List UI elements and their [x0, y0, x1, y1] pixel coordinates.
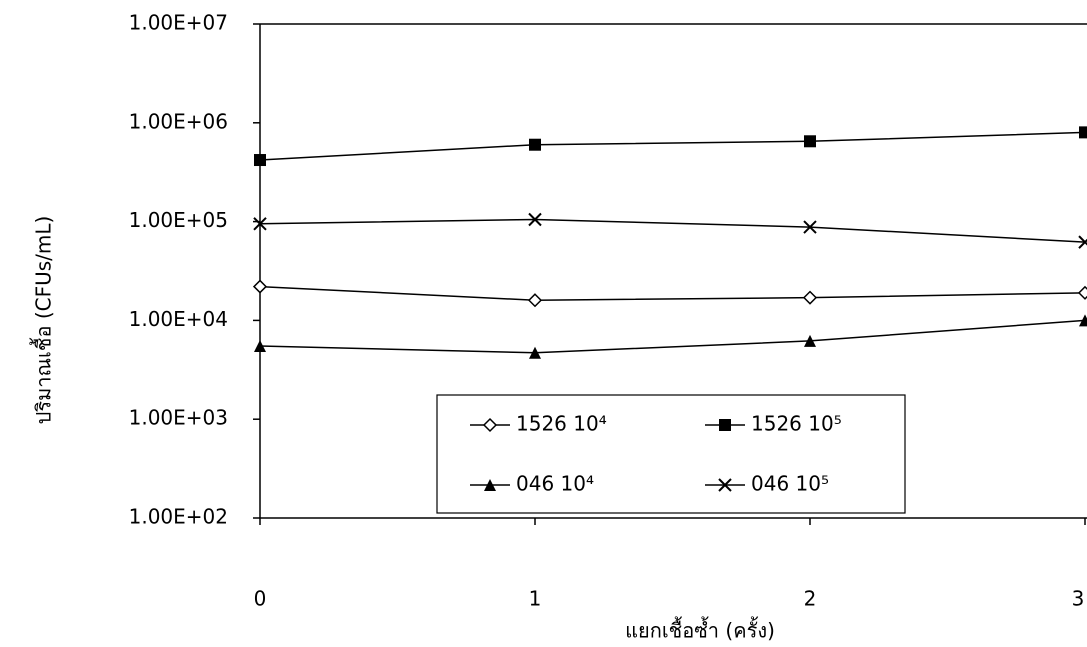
- x-tick-label: 0: [254, 587, 267, 611]
- x-tick-label: 2: [804, 587, 817, 611]
- x-tick-label: 3: [1072, 587, 1085, 611]
- marker: [804, 292, 816, 304]
- marker: [804, 135, 816, 147]
- legend-label: 1526 10⁵: [751, 412, 842, 436]
- marker: [529, 294, 541, 306]
- y-tick-label: 1.00E+06: [129, 109, 228, 133]
- chart: แยกเชื้อซ้ำ (ครั้ง) ปริมาณเชื้อ (CFUs/mL…: [0, 0, 1087, 647]
- series-line: [260, 287, 1085, 301]
- legend-label: 046 10⁴: [516, 472, 594, 496]
- y-tick-label: 1.00E+04: [129, 307, 228, 331]
- x-axis-label: แยกเชื้อซ้ำ (ครั้ง): [625, 617, 775, 643]
- marker: [254, 154, 266, 166]
- legend: 1526 10⁴ 1526 10⁵ 046 10⁴ 046 10⁵: [437, 395, 905, 513]
- marker: [254, 281, 266, 293]
- y-tick-label: 1.00E+03: [129, 406, 228, 430]
- legend-label: 046 10⁵: [751, 472, 829, 496]
- y-axis-label: ปริมาณเชื้อ (CFUs/mL): [30, 216, 56, 425]
- marker: [1079, 287, 1087, 299]
- series-line: [260, 220, 1085, 243]
- marker: [529, 139, 541, 151]
- y-tick-label: 1.00E+05: [129, 208, 228, 232]
- series-line: [260, 132, 1085, 160]
- marker: [1079, 126, 1087, 138]
- legend-label: 1526 10⁴: [516, 412, 607, 436]
- y-tick-label: 1.00E+02: [129, 505, 228, 529]
- series-line: [260, 320, 1085, 352]
- legend-marker: [719, 419, 731, 431]
- y-tick-label: 1.00E+07: [129, 11, 228, 35]
- x-tick-label: 1: [529, 587, 542, 611]
